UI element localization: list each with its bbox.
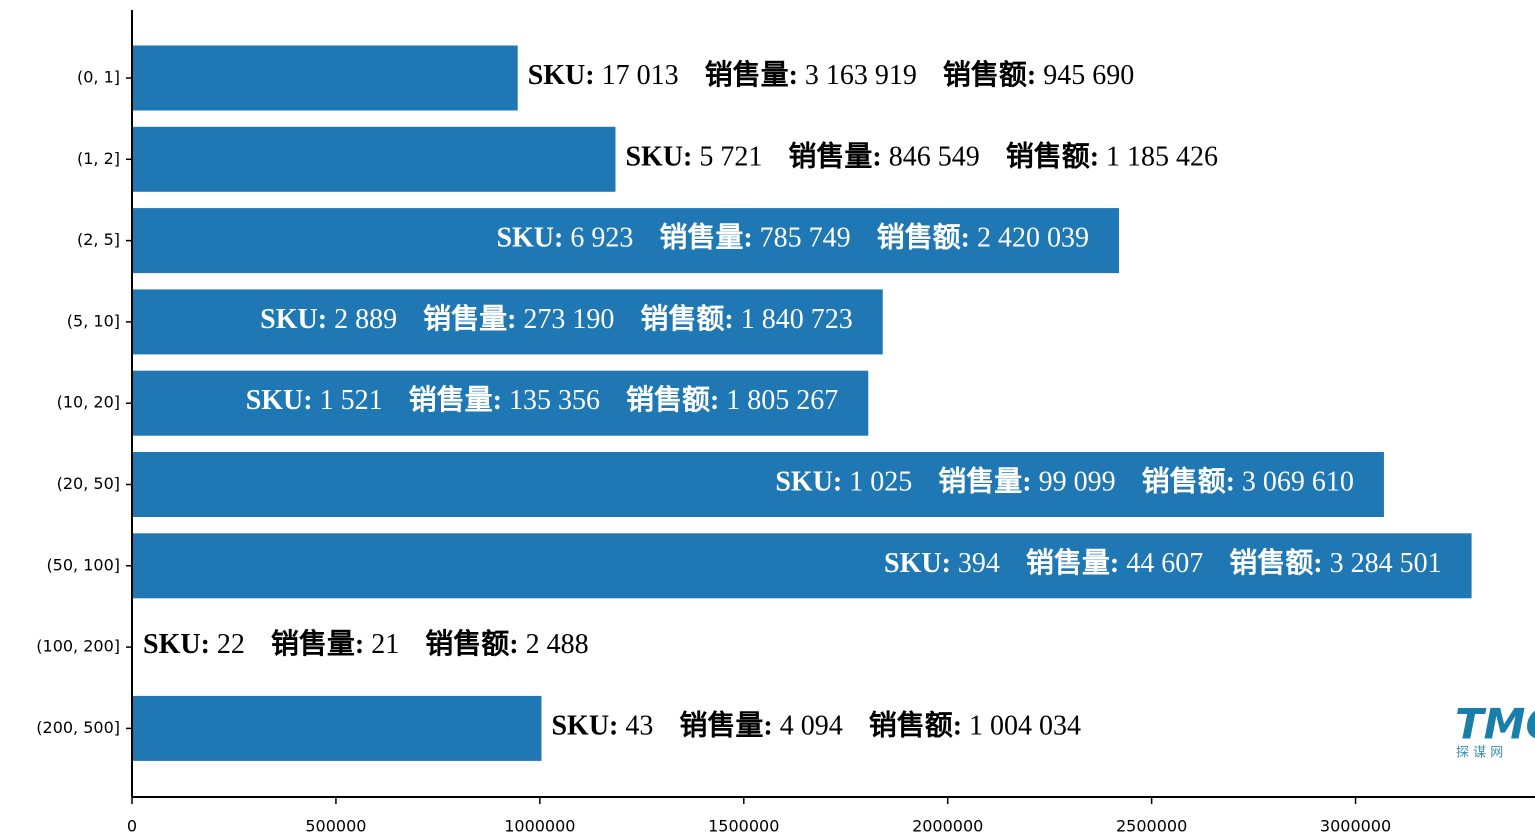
label-name: 销售量: [788, 141, 881, 173]
bar-label: SKU: 17 013 销售量: 3 163 919 销售额: 945 690 [528, 59, 1135, 91]
label-value: 6 923 [570, 223, 633, 254]
y-tick-label: (100, 200] [36, 637, 120, 656]
label-value: 3 163 919 [805, 60, 917, 91]
bar [132, 289, 883, 355]
y-tick-label: (2, 5] [77, 230, 120, 249]
label-value: 785 749 [760, 223, 851, 254]
label-name: 销售额: [877, 222, 970, 254]
y-tick-label: (1, 2] [77, 149, 120, 168]
label-name: SKU: [496, 223, 563, 254]
label-name: 销售量: [659, 222, 752, 254]
label-value: 1 004 034 [969, 711, 1081, 742]
label-name: 销售量: [423, 303, 516, 335]
bar [132, 695, 542, 761]
bar [132, 208, 1120, 274]
label-value: 99 099 [1039, 467, 1116, 498]
x-tick-label: 1500000 [708, 817, 779, 836]
label-value: 21 [371, 630, 399, 661]
label-value: 1 521 [320, 386, 383, 417]
label-name: 销售额: [1229, 547, 1322, 579]
x-tick-label: 2000000 [912, 817, 983, 836]
label-name: SKU: [625, 142, 692, 173]
bar-label: SKU: 5 721 销售量: 846 549 销售额: 1 185 426 [625, 141, 1218, 173]
label-name: 销售额: [425, 629, 518, 661]
label-value: 273 190 [523, 304, 614, 335]
label-value: 4 094 [780, 711, 843, 742]
label-value: 394 [958, 548, 1000, 579]
label-value: 846 549 [889, 142, 980, 173]
label-name: 销售额: [626, 385, 719, 417]
label-name: 销售额: [943, 59, 1036, 91]
label-value: 1 840 723 [741, 304, 853, 335]
label-name: 销售量: [409, 385, 502, 417]
y-tick-label: (10, 20] [57, 393, 120, 412]
label-value: 3 069 610 [1242, 467, 1354, 498]
label-name: 销售额: [1142, 466, 1235, 498]
y-tick-label: (0, 1] [77, 68, 120, 87]
label-value: 135 356 [509, 386, 600, 417]
label-name: 销售量: [271, 629, 364, 661]
x-tick-label: 2500000 [1116, 817, 1187, 836]
x-tick-label: 1000000 [504, 817, 575, 836]
label-value: 3 284 501 [1330, 548, 1442, 579]
bar [132, 533, 1472, 599]
label-name: SKU: [775, 467, 842, 498]
label-value: 2 420 039 [977, 223, 1089, 254]
bar [132, 45, 518, 111]
y-tick-label: (5, 10] [67, 311, 120, 330]
label-value: 1 025 [849, 467, 912, 498]
bar-label: SKU: 394 销售量: 44 607 销售额: 3 284 501 [884, 547, 1442, 579]
bar-label: SKU: 1 025 销售量: 99 099 销售额: 3 069 610 [775, 466, 1354, 498]
bar-label: SKU: 22 销售量: 21 销售额: 2 488 [143, 629, 589, 661]
label-name: 销售量: [679, 710, 772, 742]
label-value: 5 721 [699, 142, 762, 173]
label-name: SKU: [528, 60, 595, 91]
bar [132, 370, 869, 436]
label-name: 销售额: [869, 710, 962, 742]
bar [132, 452, 1384, 517]
label-name: 销售量: [705, 59, 798, 91]
label-name: 销售量: [1026, 547, 1119, 579]
label-value: 43 [625, 711, 653, 742]
label-value: 2 488 [526, 630, 589, 661]
bar-label: SKU: 43 销售量: 4 094 销售额: 1 004 034 [551, 710, 1081, 742]
watermark-text: 探 谋 网 [1456, 746, 1503, 761]
label-value: 22 [217, 630, 245, 661]
label-value: 44 607 [1126, 548, 1203, 579]
label-name: SKU: [551, 711, 618, 742]
label-name: SKU: [260, 304, 327, 335]
bar-label: SKU: 6 923 销售量: 785 749 销售额: 2 420 039 [496, 222, 1089, 254]
label-name: SKU: [884, 548, 951, 579]
y-tick-label: (50, 100] [46, 555, 120, 574]
x-tick-label: 500000 [305, 817, 366, 836]
label-value: 1 805 267 [726, 386, 838, 417]
x-tick-label: 0 [127, 817, 137, 836]
watermark-logo: TMC [1455, 700, 1535, 749]
label-value: 945 690 [1043, 60, 1134, 91]
label-name: SKU: [246, 386, 313, 417]
label-name: 销售量: [938, 466, 1031, 498]
label-name: 销售额: [1006, 141, 1099, 173]
bar [132, 126, 616, 192]
label-name: 销售额: [640, 303, 733, 335]
y-tick-label: (20, 50] [57, 474, 120, 493]
x-tick-label: 3000000 [1320, 817, 1391, 836]
y-tick-label: (200, 500] [36, 718, 120, 737]
bar-label: SKU: 2 889 销售量: 273 190 销售额: 1 840 723 [260, 303, 853, 335]
label-value: 1 185 426 [1106, 142, 1218, 173]
label-value: 2 889 [334, 304, 397, 335]
label-value: 17 013 [602, 60, 679, 91]
bar-label: SKU: 1 521 销售量: 135 356 销售额: 1 805 267 [246, 385, 839, 417]
label-name: SKU: [143, 630, 210, 661]
